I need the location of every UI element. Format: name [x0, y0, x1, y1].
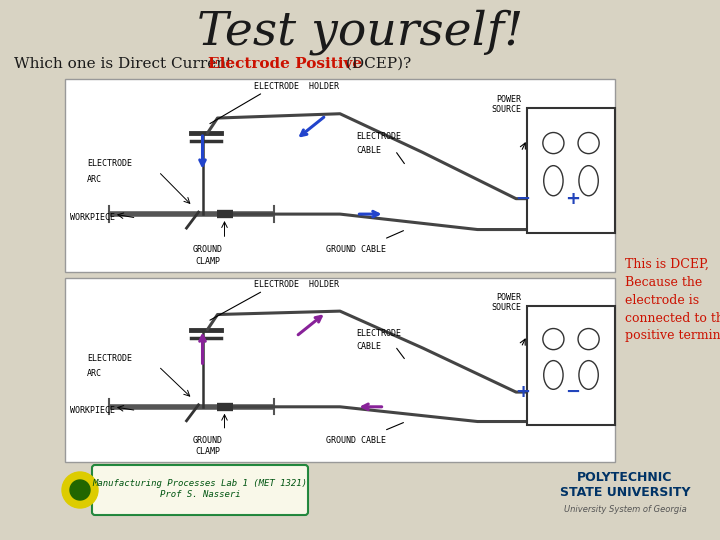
Text: WORKPIECE: WORKPIECE: [71, 213, 115, 222]
Text: CABLE: CABLE: [356, 342, 382, 350]
Text: GROUND: GROUND: [193, 245, 223, 254]
Bar: [527, 306, 615, 425]
Text: +: +: [565, 190, 580, 208]
Text: SOURCE: SOURCE: [491, 105, 521, 114]
Text: GROUND CABLE: GROUND CABLE: [326, 245, 387, 254]
Text: Test yourself!: Test yourself!: [197, 9, 523, 55]
Circle shape: [578, 328, 599, 349]
Text: ARC: ARC: [87, 369, 102, 378]
Text: ELECTRODE: ELECTRODE: [87, 354, 132, 363]
Text: ARC: ARC: [87, 175, 102, 184]
Text: CLAMP: CLAMP: [196, 447, 220, 456]
Text: ELECTRODE: ELECTRODE: [87, 159, 132, 168]
Text: ELECTRODE: ELECTRODE: [356, 329, 402, 338]
Circle shape: [543, 132, 564, 154]
Text: POWER: POWER: [496, 293, 521, 302]
Text: ELECTRODE  HOLDER: ELECTRODE HOLDER: [253, 280, 338, 289]
FancyBboxPatch shape: [65, 278, 615, 462]
Text: ELECTRODE  HOLDER: ELECTRODE HOLDER: [253, 82, 338, 91]
Text: +: +: [516, 383, 531, 401]
Circle shape: [578, 132, 599, 154]
Circle shape: [62, 472, 98, 508]
Text: Which one is Direct Current: Which one is Direct Current: [14, 57, 237, 71]
Ellipse shape: [579, 166, 598, 196]
Text: (DCEP)?: (DCEP)?: [341, 57, 411, 71]
Text: This is DCEP,
Because the
electrode is
connected to the
positive terminal.: This is DCEP, Because the electrode is c…: [625, 258, 720, 342]
Text: GROUND: GROUND: [193, 436, 223, 446]
Circle shape: [543, 328, 564, 349]
Text: Electrode Positive: Electrode Positive: [208, 57, 362, 71]
Text: POWER: POWER: [496, 95, 521, 104]
Text: CABLE: CABLE: [356, 146, 382, 155]
Ellipse shape: [544, 166, 563, 196]
FancyBboxPatch shape: [92, 465, 308, 515]
Bar: [527, 108, 615, 233]
Ellipse shape: [544, 361, 563, 389]
Text: GROUND CABLE: GROUND CABLE: [326, 436, 387, 446]
Text: POLYTECHNIC
STATE UNIVERSITY: POLYTECHNIC STATE UNIVERSITY: [559, 471, 690, 499]
Text: SOURCE: SOURCE: [491, 302, 521, 312]
Text: −: −: [565, 383, 580, 401]
Text: ELECTRODE: ELECTRODE: [356, 132, 402, 141]
Ellipse shape: [579, 361, 598, 389]
Text: Manufacturing Processes Lab 1 (MET 1321)
Prof S. Nasseri: Manufacturing Processes Lab 1 (MET 1321)…: [92, 480, 307, 499]
FancyBboxPatch shape: [65, 79, 615, 272]
Text: WORKPIECE: WORKPIECE: [71, 406, 115, 415]
Text: −: −: [516, 190, 531, 208]
Text: CLAMP: CLAMP: [196, 256, 220, 266]
Text: University System of Georgia: University System of Georgia: [564, 505, 686, 515]
Circle shape: [70, 480, 90, 500]
